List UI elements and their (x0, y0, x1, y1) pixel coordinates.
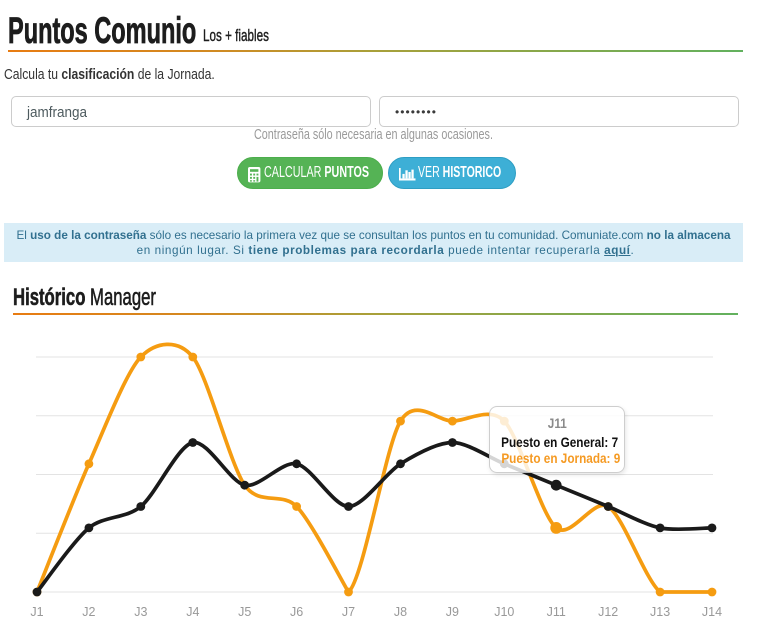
svg-text:J6: J6 (290, 605, 303, 619)
svg-text:J10: J10 (494, 605, 514, 619)
svg-text:J13: J13 (650, 605, 670, 619)
svg-text:J7: J7 (342, 605, 355, 619)
svg-text:J8: J8 (394, 605, 407, 619)
svg-text:J3: J3 (134, 605, 147, 619)
svg-text:J12: J12 (598, 605, 618, 619)
svg-text:J9: J9 (446, 605, 459, 619)
svg-text:J1: J1 (30, 605, 43, 619)
svg-text:J2: J2 (82, 605, 95, 619)
svg-text:J5: J5 (238, 605, 251, 619)
svg-text:J11: J11 (547, 605, 566, 619)
svg-text:J4: J4 (186, 605, 199, 619)
svg-text:J14: J14 (702, 605, 722, 619)
